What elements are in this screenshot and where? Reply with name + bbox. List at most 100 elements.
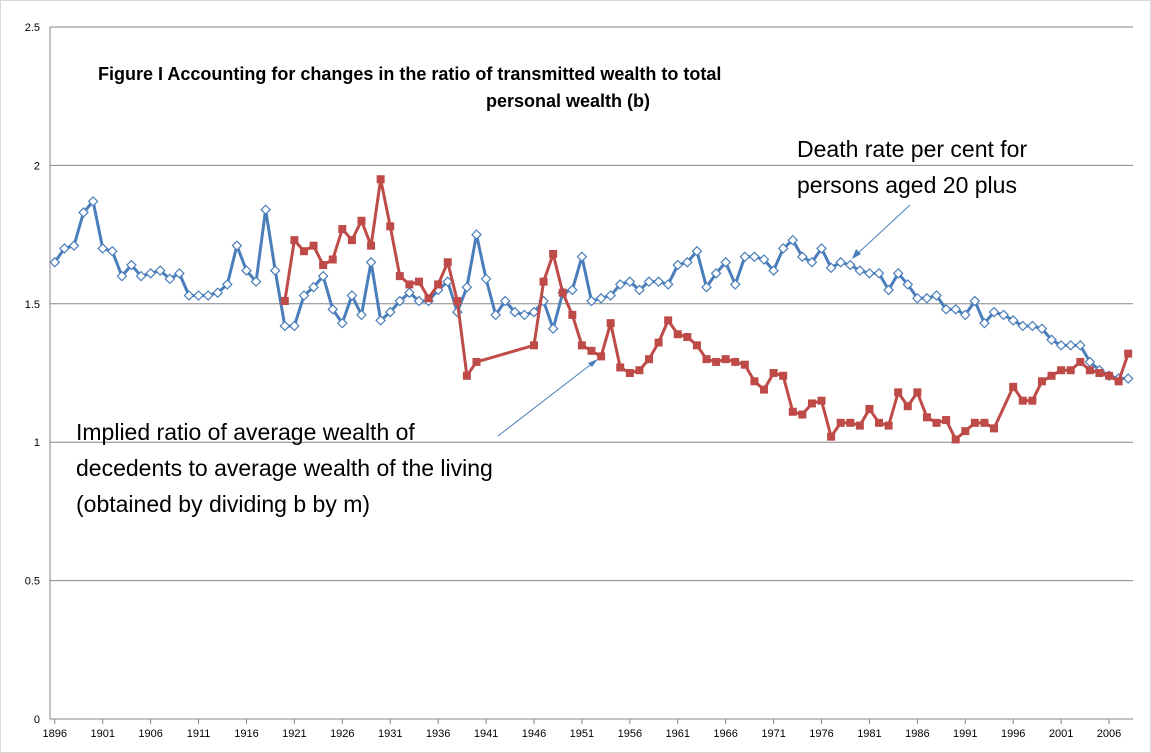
point-marker	[78, 207, 89, 218]
point-marker	[338, 225, 347, 234]
point-marker	[327, 303, 339, 315]
x-tick-label: 2006	[1097, 728, 1121, 740]
point-marker	[721, 355, 730, 364]
point-marker	[145, 268, 156, 279]
point-marker	[606, 319, 615, 328]
point-marker	[653, 276, 664, 288]
point-marker	[616, 363, 625, 372]
point-marker	[951, 435, 960, 444]
x-tick-label: 1976	[809, 728, 833, 740]
point-marker	[59, 243, 70, 254]
point-marker	[1047, 371, 1056, 380]
point-marker	[328, 255, 337, 264]
point-marker	[384, 306, 396, 318]
point-marker	[154, 265, 166, 276]
point-marker	[768, 265, 779, 276]
point-marker	[692, 341, 701, 350]
point-marker	[183, 290, 195, 301]
point-marker	[683, 333, 692, 342]
point-marker	[97, 243, 109, 254]
point-marker	[539, 277, 548, 286]
point-marker	[969, 295, 981, 307]
arrow-line	[855, 204, 911, 256]
point-marker	[241, 265, 252, 276]
point-marker	[1124, 349, 1133, 358]
point-marker	[386, 222, 395, 231]
point-marker	[855, 421, 864, 430]
point-marker	[912, 292, 923, 304]
point-marker	[777, 243, 789, 254]
arrow-head	[588, 359, 598, 367]
point-marker	[739, 251, 751, 263]
point-marker	[1037, 377, 1046, 386]
point-marker	[797, 251, 808, 263]
point-marker	[597, 352, 606, 361]
point-marker	[1018, 396, 1027, 405]
point-marker	[1105, 371, 1114, 380]
x-tick-label: 1936	[426, 728, 450, 740]
point-marker	[106, 245, 118, 257]
point-marker	[664, 316, 673, 325]
annotation: Implied ratio of average wealth of	[76, 419, 415, 445]
arrow-line	[497, 361, 595, 437]
y-tick-label: 2.5	[25, 22, 40, 34]
point-marker	[942, 416, 951, 425]
x-tick-label: 1921	[282, 728, 306, 740]
point-marker	[749, 251, 760, 263]
x-tick-label: 1951	[570, 728, 594, 740]
y-tick-label: 0.5	[25, 576, 40, 588]
point-marker	[1017, 320, 1029, 332]
point-marker	[317, 270, 329, 282]
y-tick-label: 2	[34, 160, 40, 172]
point-marker	[202, 290, 214, 301]
point-marker	[1076, 357, 1085, 366]
point-marker	[710, 268, 722, 279]
point-marker	[347, 236, 356, 245]
point-marker	[787, 234, 799, 246]
point-marker	[212, 287, 224, 299]
point-marker	[490, 309, 502, 321]
point-marker	[49, 256, 61, 268]
y-tick-label: 1	[34, 437, 40, 449]
point-marker	[701, 281, 712, 293]
point-marker	[807, 399, 816, 408]
x-tick-label: 1946	[522, 728, 546, 740]
point-marker	[903, 402, 912, 411]
point-marker	[367, 241, 376, 250]
point-marker	[645, 355, 654, 364]
point-marker	[1114, 377, 1123, 386]
y-tick-label: 0	[34, 714, 40, 726]
point-marker	[298, 290, 310, 301]
point-marker	[760, 385, 769, 394]
point-marker	[299, 247, 308, 256]
point-marker	[404, 287, 415, 299]
point-marker	[405, 280, 414, 289]
point-marker	[990, 424, 999, 433]
point-marker	[1074, 339, 1086, 351]
point-marker	[221, 279, 233, 290]
point-marker	[634, 284, 645, 296]
point-marker	[290, 236, 299, 245]
point-marker	[864, 268, 875, 279]
point-marker	[827, 432, 836, 441]
point-marker	[164, 273, 176, 285]
point-marker	[854, 265, 866, 276]
x-tick-label: 1911	[187, 728, 211, 740]
annotation: Death rate per cent for	[797, 136, 1027, 162]
point-marker	[289, 320, 300, 332]
x-tick-label: 1926	[330, 728, 354, 740]
point-marker	[902, 279, 914, 290]
point-marker	[654, 338, 663, 347]
point-marker	[625, 369, 634, 377]
x-tick-label: 1956	[618, 728, 642, 740]
point-marker	[988, 306, 1000, 318]
point-marker	[961, 427, 970, 436]
point-marker	[844, 259, 856, 271]
point-marker	[395, 272, 404, 281]
point-marker	[662, 279, 674, 290]
point-marker	[931, 290, 942, 301]
point-marker	[779, 371, 788, 380]
point-marker	[461, 281, 473, 293]
